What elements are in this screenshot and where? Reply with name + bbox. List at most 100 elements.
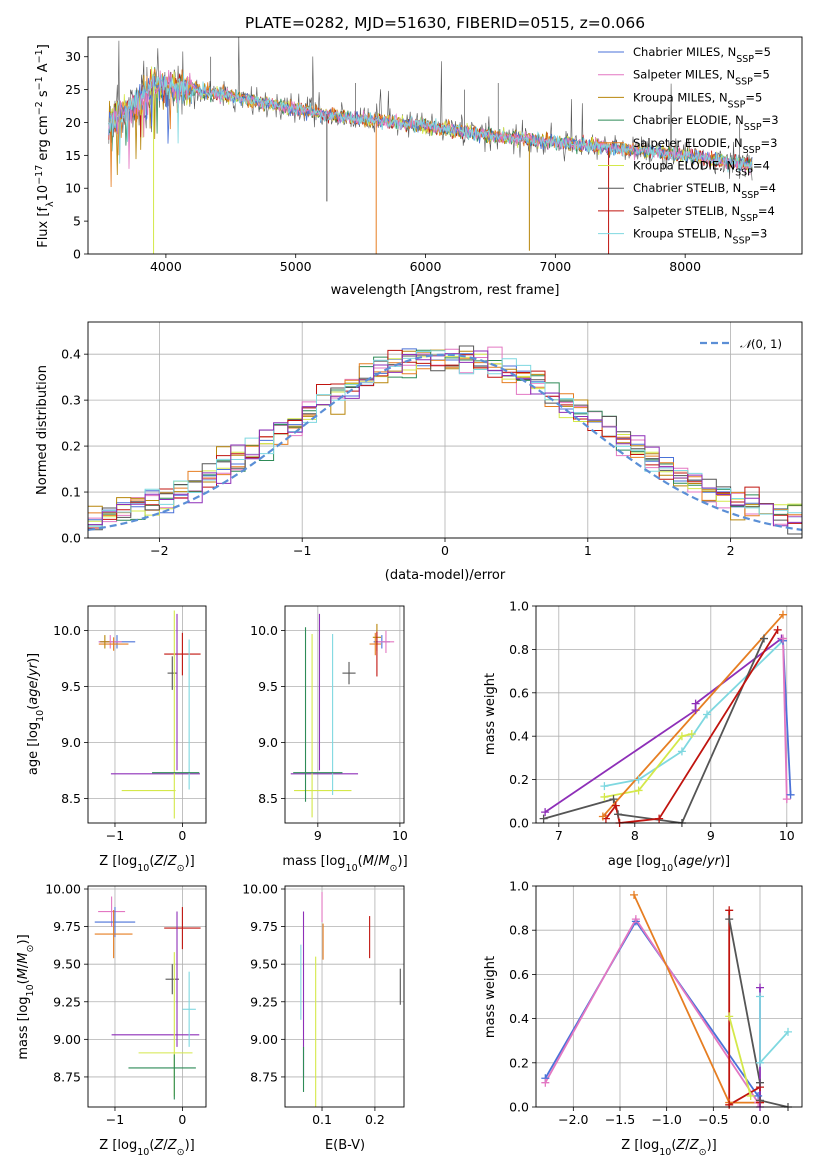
label-part: ( xyxy=(149,854,154,869)
y-tick-label: 9.00 xyxy=(53,1032,81,1047)
y-tick-label: 25 xyxy=(65,82,81,97)
panel-mw-vs-Z: −2.0 −1.5 −1.0 −0.5 0.0 0.0 0.2 0.4 0.6 0.8 1.0 xyxy=(509,879,803,1127)
label-part: 10 xyxy=(346,863,358,874)
label-part: Salpeter ELODIE, N xyxy=(633,136,743,150)
axes-frame xyxy=(87,36,803,255)
x-tick-label: −1.0 xyxy=(651,1112,681,1127)
y-tick-label: 8.5 xyxy=(61,791,81,806)
x-tick-label: −2 xyxy=(150,543,168,558)
point-marker xyxy=(779,610,787,619)
y-tick-label: 8.5 xyxy=(258,791,278,806)
label-part: 10 xyxy=(137,863,149,874)
point-marker xyxy=(655,814,664,823)
label-part: 10 xyxy=(661,863,673,874)
x-tick-label: 0.0 xyxy=(750,1112,770,1127)
label-part: =4 xyxy=(753,159,770,173)
label-part: erg cm xyxy=(36,115,51,164)
label-part: ⊙ xyxy=(177,1147,185,1158)
point-marker xyxy=(539,814,548,823)
y-tick-label: 10 xyxy=(65,181,81,196)
axes-frame xyxy=(87,885,207,1108)
axes-frame xyxy=(535,885,803,1108)
label-part: ⊙ xyxy=(177,863,185,874)
y-tick-label: 0.4 xyxy=(509,1011,529,1026)
x-tick-label: 1 xyxy=(584,543,592,558)
x-axis-label: age [log10(age/yr)] xyxy=(608,854,730,874)
label-part: =5 xyxy=(745,90,762,104)
label-part: / xyxy=(703,854,708,869)
x-tick-label: 7 xyxy=(555,828,563,843)
y-tick-label: 0.8 xyxy=(509,923,529,938)
y-axis-label: age [log10(age/yr)] xyxy=(26,653,46,775)
label-part: M xyxy=(363,854,374,869)
point-marker xyxy=(541,1078,550,1087)
histogram-series xyxy=(88,350,802,527)
plot-area xyxy=(88,345,802,535)
panel-mass-vs-ebv: 0.1 0.2 8.75 9.00 9.25 9.50 9.75 10.00 xyxy=(242,882,405,1127)
label-part: age [log xyxy=(608,854,661,869)
x-tick-label: 10 xyxy=(392,828,408,843)
label-part: SSP xyxy=(728,99,746,110)
y-tick-label: 9.25 xyxy=(250,994,278,1009)
y-tick-label: 10.0 xyxy=(250,623,278,638)
point-marker xyxy=(773,625,782,634)
label-part: =3 xyxy=(760,136,777,150)
label-part: / xyxy=(163,1138,168,1153)
axes-frame xyxy=(535,605,803,824)
label-part: Z [log xyxy=(621,1138,659,1153)
plot-area xyxy=(108,37,753,254)
label-part: Chabrier STELIB, N xyxy=(633,181,741,195)
point-marker xyxy=(631,915,640,924)
axes-frame xyxy=(284,605,405,824)
label-part: ( xyxy=(149,1138,154,1153)
x-axis-label: (data-model)/error xyxy=(385,568,506,583)
y-tick-label: 20 xyxy=(65,115,81,130)
label-part: Z xyxy=(689,1138,700,1153)
y-tick-label: 30 xyxy=(65,49,81,64)
y-tick-label: 9.50 xyxy=(250,957,278,972)
point-marker xyxy=(691,699,700,708)
point-marker xyxy=(677,747,686,756)
label-part: ⊙ xyxy=(390,863,398,874)
point-marker xyxy=(725,915,734,924)
label-part: Z [log xyxy=(99,1138,137,1153)
label-part: )] xyxy=(16,934,31,944)
label-part: / xyxy=(26,675,41,680)
label-part: ⊙ xyxy=(699,1147,707,1158)
x-axis-label: mass [log10(M/M⊙)] xyxy=(282,854,407,874)
label-part: =4 xyxy=(758,204,775,218)
mass-weight-line xyxy=(604,733,692,798)
label-part: yr xyxy=(26,661,41,677)
label-part: ( xyxy=(16,979,31,984)
x-axis-label: wavelength [Angstrom, rest frame] xyxy=(331,283,560,298)
label-part: ( xyxy=(673,854,678,869)
label-part: =4 xyxy=(759,181,776,195)
y-tick-label: 10.0 xyxy=(53,623,81,638)
point-marker xyxy=(634,775,643,784)
label-part: =3 xyxy=(762,113,779,127)
spectrum-line xyxy=(108,69,753,176)
y-tick-label: 10.00 xyxy=(242,882,278,897)
label-part: SSP xyxy=(736,54,754,65)
label-part: 10 xyxy=(35,710,46,722)
legend-label: Kroupa MILES, NSSP=5 xyxy=(633,90,762,110)
x-tick-label: −1.5 xyxy=(605,1112,635,1127)
point-marker xyxy=(725,1100,734,1109)
label-part: −17 xyxy=(34,165,45,185)
point-marker xyxy=(779,634,787,643)
y-axis-label: mass weight xyxy=(483,673,498,755)
histogram-series xyxy=(88,349,802,529)
x-tick-label: −0.5 xyxy=(698,1112,728,1127)
point-marker xyxy=(725,906,734,915)
x-axis-label: Z [log10(Z/Z⊙)] xyxy=(99,1138,194,1158)
label-part: mass [log xyxy=(16,996,31,1059)
mass-weight-line xyxy=(728,918,789,1107)
label-part: Kroupa STELIB, N xyxy=(633,227,733,241)
point-marker xyxy=(756,983,764,992)
plot-area xyxy=(300,892,401,1107)
y-tick-label: 0.6 xyxy=(509,685,529,700)
x-tick-label: 0.1 xyxy=(312,1112,332,1127)
label-part: SSP xyxy=(740,212,758,223)
y-tick-label: 0.0 xyxy=(509,816,529,831)
panel-spectrum: 4000 5000 6000 7000 8000 0 5 10 15 20 25 30 Chabrier… xyxy=(65,36,803,274)
